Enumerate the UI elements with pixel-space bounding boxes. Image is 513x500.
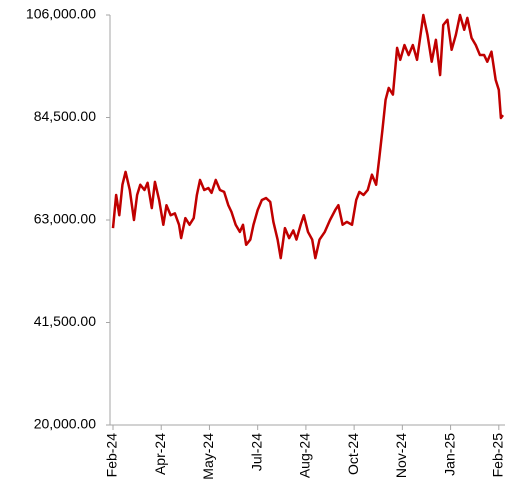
x-tick-label: Jan-25 xyxy=(441,433,457,476)
x-tick-label: Aug-24 xyxy=(297,433,313,478)
y-tick-label: 84,500.00 xyxy=(34,108,96,124)
x-tick-label: Feb-25 xyxy=(490,433,506,478)
y-tick-label: 41,500.00 xyxy=(34,313,96,329)
x-tick-label: Nov-24 xyxy=(393,433,409,478)
x-tick-label: Jul-24 xyxy=(248,433,264,471)
x-tick-label: Apr-24 xyxy=(152,433,168,475)
x-tick-label: May-24 xyxy=(200,433,216,480)
x-tick-label: Oct-24 xyxy=(345,433,361,475)
y-tick-label: 63,000.00 xyxy=(34,211,96,227)
y-tick-label: 20,000.00 xyxy=(34,416,96,432)
y-tick-label: 106,000.00 xyxy=(26,6,96,22)
line-series xyxy=(111,13,505,260)
x-tick-label: Feb-24 xyxy=(104,433,120,478)
